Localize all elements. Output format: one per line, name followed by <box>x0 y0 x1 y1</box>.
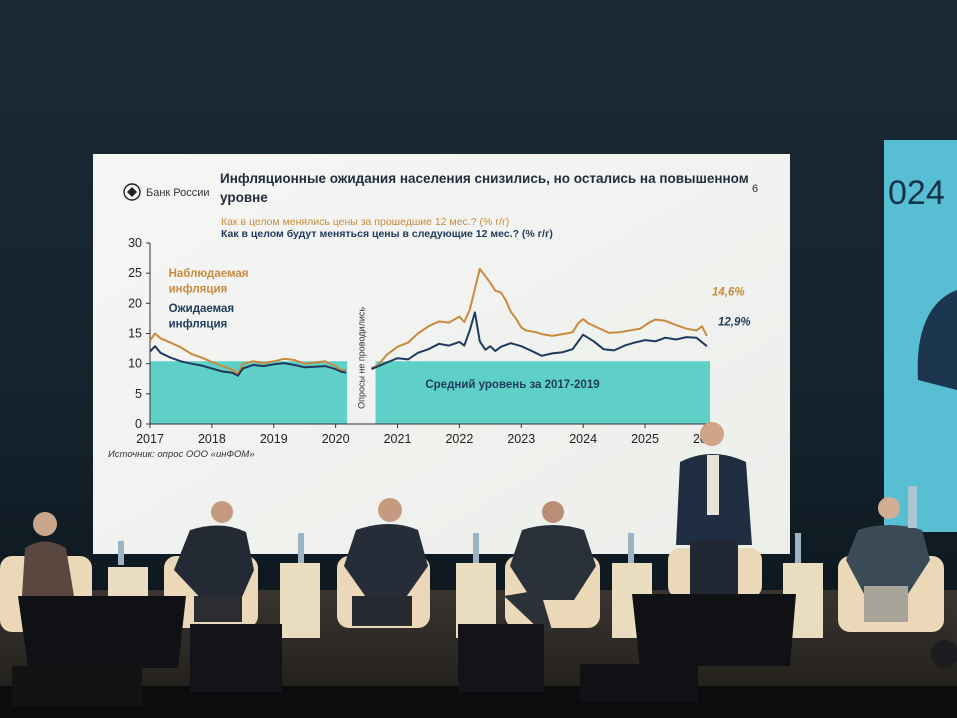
x-tick-label: 2020 <box>322 432 350 446</box>
panelist-legs <box>864 586 908 622</box>
water-bottle <box>795 533 801 563</box>
source-note: Источник: опрос ООО «инФОМ» <box>108 449 255 460</box>
observed-label: инфляция <box>169 283 228 295</box>
subtitle-expected: Как в целом будут меняться цены в следую… <box>221 228 553 240</box>
logo-text: Банк России <box>146 187 210 199</box>
expected-inflation-line <box>371 311 708 371</box>
x-tick-label: 2019 <box>260 432 288 446</box>
bank-logo: Банк России <box>123 183 210 201</box>
panelist-legs <box>194 596 242 622</box>
panel-stage <box>0 422 957 706</box>
band-area <box>375 361 710 424</box>
water-bottle <box>118 541 124 565</box>
x-tick-label: 2023 <box>507 432 535 446</box>
speaker <box>676 422 752 595</box>
band-area <box>150 361 348 424</box>
observed-label: Наблюдаемая <box>169 268 249 280</box>
panelist-legs <box>504 590 552 632</box>
y-tick-label: 20 <box>128 296 142 310</box>
y-tick-label: 30 <box>128 236 142 250</box>
side-table <box>108 567 148 597</box>
panelist-head <box>33 512 57 536</box>
y-tick-label: 10 <box>128 357 142 371</box>
side-table <box>280 563 320 638</box>
observed-end-value: 14,6% <box>712 286 745 298</box>
panelist-head <box>542 501 564 523</box>
panelist-legs <box>352 596 412 626</box>
x-tick-label: 2021 <box>384 432 412 446</box>
eagle-emblem-mark <box>127 187 137 197</box>
x-tick-label: 2018 <box>198 432 226 446</box>
stage-monitor <box>632 594 796 666</box>
water-bottle <box>628 533 634 563</box>
slide-title-line2: уровне <box>220 190 268 205</box>
y-tick-label: 25 <box>128 266 142 280</box>
y-tick-label: 0 <box>135 417 142 431</box>
expected-label: инфляция <box>169 318 228 330</box>
gap-note: Опросы не проводились <box>356 307 366 409</box>
stage-speaker-box <box>458 624 544 692</box>
expected-end-value: 12,9% <box>718 317 751 329</box>
panelist-head <box>378 498 402 522</box>
stage-monitor <box>18 596 186 668</box>
panelist-body <box>846 525 930 594</box>
water-bottle <box>298 533 304 563</box>
x-tick-label: 2024 <box>569 432 597 446</box>
water-bottle <box>908 486 917 528</box>
slide-title: Инфляционные ожидания населения снизилис… <box>220 171 749 186</box>
slide-background <box>93 154 790 554</box>
slide: Банк России Инфляционные ожидания населе… <box>93 154 790 554</box>
panelist-body <box>510 525 596 600</box>
panelist <box>344 498 428 626</box>
page-number: 6 <box>752 183 758 195</box>
panelist-body <box>344 524 428 600</box>
subtitle-observed: Как в целом менялись цены за прошедшие 1… <box>221 216 509 228</box>
stage-light <box>931 640 957 668</box>
panelist <box>846 497 930 622</box>
panelist-head <box>211 501 233 523</box>
panelist <box>504 501 596 632</box>
x-tick-label: 2017 <box>136 432 164 446</box>
band-label: Средний уровень за 2017-2019 <box>425 379 599 391</box>
side-screen-figure <box>917 290 957 390</box>
side-screen-text: 024 <box>888 174 945 212</box>
panelist-body <box>22 541 74 596</box>
x-tick-label: 2022 <box>445 432 473 446</box>
expected-label: Ожидаемая <box>169 303 235 315</box>
x-tick-label: 2025 <box>631 432 659 446</box>
observed-inflation-line <box>149 332 347 375</box>
panelist <box>22 512 74 596</box>
panelist-body <box>174 525 254 606</box>
water-bottle <box>473 533 479 563</box>
speaker-head <box>700 422 724 446</box>
y-tick-label: 5 <box>135 387 142 401</box>
stage-speaker-box <box>580 664 698 702</box>
stage-speaker-box <box>190 624 282 692</box>
speaker-shirt <box>707 455 719 515</box>
speaker-legs <box>690 540 738 595</box>
side-screen: 024 <box>884 140 957 532</box>
expected-inflation-line <box>149 345 347 377</box>
stage-speaker-box <box>12 666 142 706</box>
panelist <box>174 501 254 622</box>
y-tick-label: 15 <box>128 327 142 341</box>
eagle-emblem-icon <box>123 183 141 201</box>
observed-inflation-line <box>371 267 708 369</box>
panelist-head <box>878 497 900 519</box>
